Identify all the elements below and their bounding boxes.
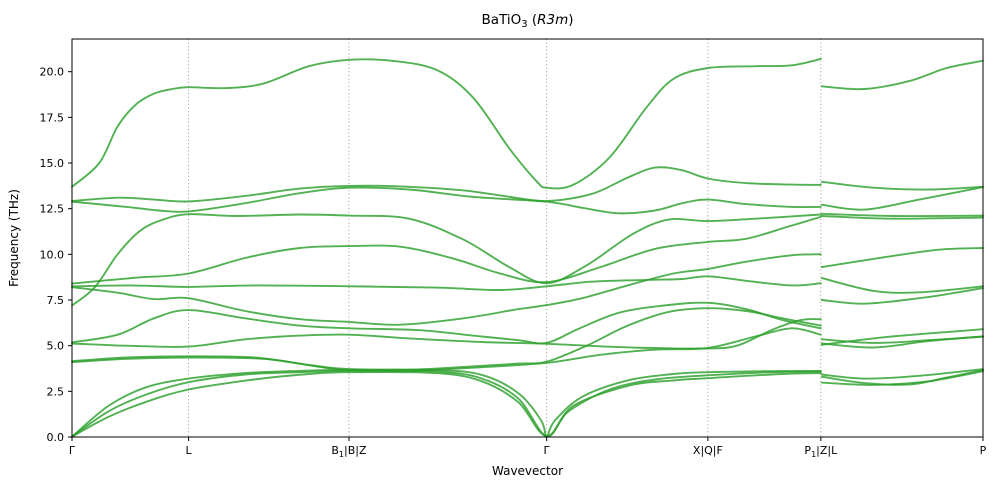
band-curve [820,247,984,269]
plot-title: BaTiO3 (R3m) [481,12,573,30]
band-curve [71,318,822,350]
x-tick-label: P [980,444,987,457]
band-curve [71,371,822,438]
band-curve [71,369,822,438]
y-tick-label: 15.0 [40,157,65,170]
band-curve [820,277,984,294]
y-axis-label: Frequency (THz) [7,189,21,287]
band-curve [820,180,984,191]
band-curve [820,370,984,386]
y-tick-label: 0.0 [47,431,65,444]
y-tick-label: 17.5 [40,111,65,124]
band-curve [820,215,984,220]
band-curve [71,368,822,438]
y-tick-label: 10.0 [40,248,65,261]
x-tick-label: B1|B|Z [331,444,367,459]
band-curve [820,212,984,218]
band-curve [820,335,984,349]
y-tick-label: 5.0 [47,340,65,353]
x-tick-label: L [186,444,193,457]
x-tick-label: X|Q|F [693,444,723,457]
band-curve [71,275,822,291]
y-tick-label: 20.0 [40,66,65,79]
band-curve [820,328,984,346]
band-curve [71,213,822,307]
band-curve [71,215,822,285]
band-curve [820,287,984,305]
band-curve [71,327,822,372]
plot-frame [71,38,984,438]
x-tick-label: P1|Z|L [804,444,838,459]
band-curve [71,186,822,215]
band-curve [71,253,822,326]
band-curve [820,368,984,380]
x-tick-label: Γ [544,444,551,457]
band-curve [71,307,822,371]
band-curve [820,59,984,91]
y-tick-label: 2.5 [47,385,65,398]
x-axis-label: Wavevector [492,464,563,478]
band-curve [820,186,984,211]
y-tick-label: 7.5 [47,294,65,307]
band-curve [71,166,822,203]
y-tick-label: 12.5 [40,203,65,216]
band-curve [71,57,822,190]
band-curve [71,301,822,345]
x-tick-label: Γ [69,444,76,457]
